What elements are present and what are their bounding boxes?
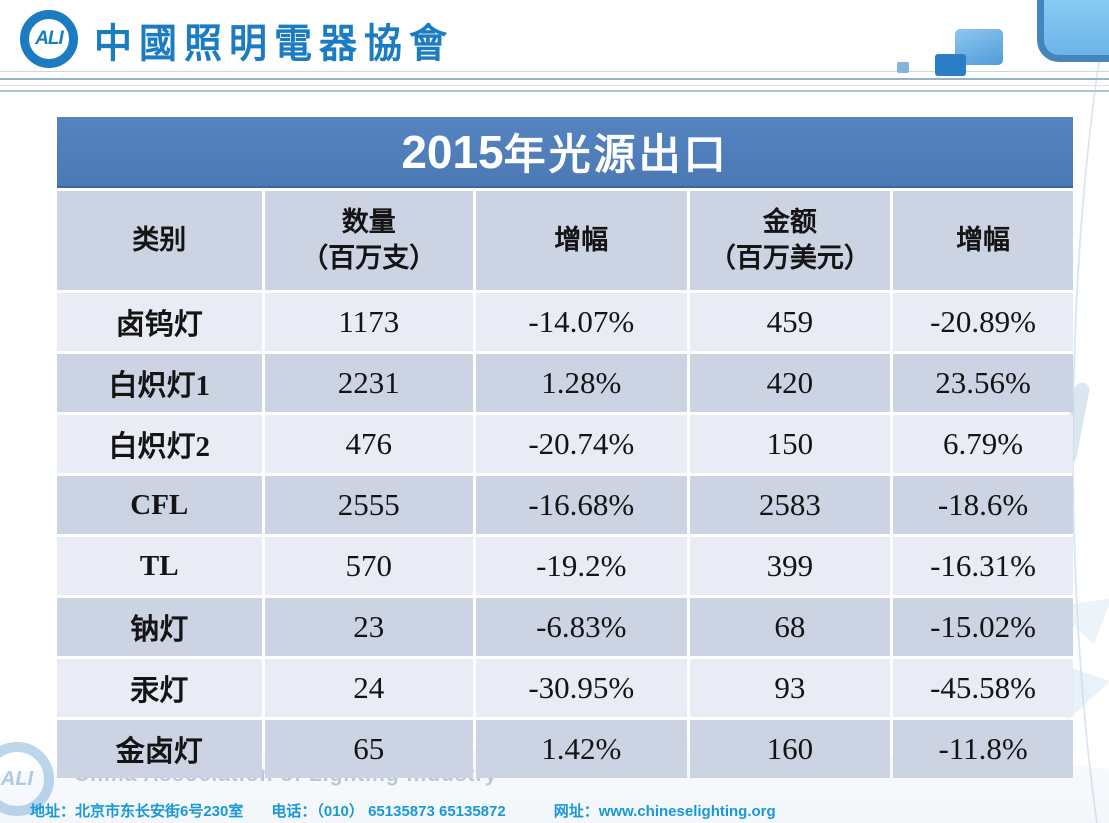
- footer-address: 地址：北京市东长安街6号230室: [30, 803, 244, 820]
- category-cell: 汞灯: [57, 659, 262, 717]
- header-line: 数量: [341, 207, 396, 238]
- amount-growth-cell: 6.79%: [893, 415, 1073, 473]
- quantity-growth-cell: -14.07%: [476, 293, 687, 351]
- quantity-cell: 570: [264, 537, 474, 595]
- amount-cell: 459: [689, 293, 891, 351]
- quantity-growth-cell: -20.74%: [476, 415, 687, 473]
- quantity-growth-cell: 1.28%: [476, 354, 687, 412]
- logo: ALI 中國照明電器協會: [20, 10, 454, 68]
- category-cell: CFL: [57, 476, 262, 534]
- category-cell: 钠灯: [57, 598, 262, 656]
- decorative-rounded-square-icon: [1037, 0, 1109, 62]
- decorative-square-icon: [935, 54, 966, 76]
- category-cell: 白炽灯2: [57, 415, 262, 473]
- amount-cell: 68: [689, 598, 891, 656]
- amount-growth-cell: -11.8%: [893, 720, 1073, 778]
- quantity-growth-cell: -6.83%: [476, 598, 687, 656]
- category-cell: 白炽灯1: [57, 354, 262, 412]
- column-header-amount: 金额 （百万美元）: [689, 191, 891, 290]
- footer-phone: 电话：（010） 65135873 65135872: [271, 803, 506, 820]
- header-line: 增幅: [956, 224, 1011, 255]
- banner-divider-line: [0, 90, 1109, 92]
- banner-divider-line: [0, 78, 1109, 80]
- quantity-cell: 23: [264, 598, 474, 656]
- contact-footer: 地址：北京市东长安街6号230室 电话：（010） 65135873 651358…: [30, 800, 776, 821]
- quantity-growth-cell: 1.42%: [476, 720, 687, 778]
- amount-cell: 160: [689, 720, 891, 778]
- amount-cell: 150: [689, 415, 891, 473]
- cali-logo-text: ALI: [35, 28, 64, 49]
- watermark-cali-logo-icon: ALI: [0, 742, 54, 816]
- table-title-text: 年光源出口: [503, 133, 729, 179]
- amount-growth-cell: -20.89%: [893, 293, 1073, 351]
- amount-growth-cell: -45.58%: [893, 659, 1073, 717]
- header-line: 金额: [762, 207, 817, 238]
- quantity-cell: 2555: [264, 476, 474, 534]
- column-header-amount-growth: 增幅: [893, 191, 1073, 290]
- amount-cell: 420: [689, 354, 891, 412]
- export-table: 2015 年光源出口 类别 数量 （百万支） 增幅 金额 （百万美元） 增幅 卤钨…: [57, 117, 1073, 778]
- banner-divider-line: [0, 71, 1109, 72]
- header-line: （百万美元）: [708, 242, 871, 273]
- quantity-cell: 1173: [264, 293, 474, 351]
- footer-website: 网址：www.chineselighting.org: [553, 803, 776, 820]
- category-cell: 金卤灯: [57, 720, 262, 778]
- amount-cell: 2583: [689, 476, 891, 534]
- column-header-quantity-growth: 增幅: [476, 191, 687, 290]
- amount-cell: 399: [689, 537, 891, 595]
- table-title-year: 2015: [401, 125, 504, 178]
- decorative-square-icon: [897, 62, 909, 73]
- quantity-cell: 2231: [264, 354, 474, 412]
- header-line: 增幅: [554, 224, 609, 255]
- table-title: 2015 年光源出口: [57, 117, 1073, 188]
- amount-growth-cell: -15.02%: [893, 598, 1073, 656]
- quantity-cell: 65: [264, 720, 474, 778]
- quantity-growth-cell: -30.95%: [476, 659, 687, 717]
- quantity-cell: 476: [264, 415, 474, 473]
- quantity-growth-cell: -16.68%: [476, 476, 687, 534]
- header-line: 类别: [132, 224, 187, 255]
- category-cell: TL: [57, 537, 262, 595]
- amount-cell: 93: [689, 659, 891, 717]
- cali-logo-icon: ALI: [20, 10, 78, 68]
- banner-divider-line: [0, 85, 1109, 86]
- table-grid: 2015 年光源出口 类别 数量 （百万支） 增幅 金额 （百万美元） 增幅 卤钨…: [57, 117, 1073, 778]
- amount-growth-cell: 23.56%: [893, 354, 1073, 412]
- amount-growth-cell: -16.31%: [893, 537, 1073, 595]
- org-name: 中國照明電器協會: [94, 21, 455, 66]
- quantity-growth-cell: -19.2%: [476, 537, 687, 595]
- header-line: （百万支）: [301, 242, 437, 273]
- column-header-category: 类别: [57, 191, 262, 290]
- quantity-cell: 24: [264, 659, 474, 717]
- watermark-logo-text: ALI: [0, 767, 34, 790]
- category-cell: 卤钨灯: [57, 293, 262, 351]
- amount-growth-cell: -18.6%: [893, 476, 1073, 534]
- column-header-quantity: 数量 （百万支）: [264, 191, 474, 290]
